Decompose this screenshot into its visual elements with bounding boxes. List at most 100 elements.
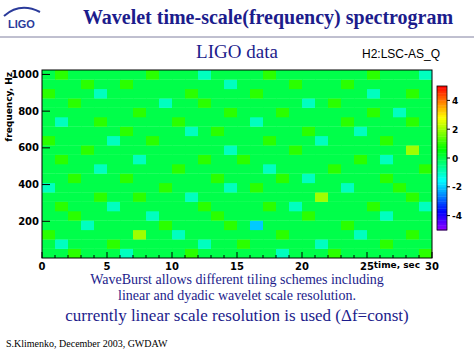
colorbar-step xyxy=(437,213,447,216)
cell xyxy=(107,117,120,127)
colorbar-step xyxy=(437,120,447,123)
cell xyxy=(185,211,198,221)
cell xyxy=(315,79,328,89)
cell xyxy=(302,89,315,99)
cell xyxy=(81,117,94,127)
cell xyxy=(237,202,250,212)
cell xyxy=(419,145,432,155)
cell xyxy=(68,89,81,99)
cell xyxy=(211,230,224,240)
cell xyxy=(419,98,432,108)
cell xyxy=(146,192,159,202)
cell xyxy=(159,79,172,89)
cell xyxy=(354,79,367,89)
plot-frame xyxy=(42,70,432,258)
colorbar-step xyxy=(437,184,447,187)
cell xyxy=(146,89,159,99)
cell xyxy=(419,79,432,89)
cell xyxy=(42,192,55,202)
cell xyxy=(302,239,315,249)
colorbar-step xyxy=(437,139,447,142)
logo-swoosh xyxy=(4,8,40,16)
cell xyxy=(224,79,237,89)
cell xyxy=(133,70,146,80)
cell xyxy=(198,173,211,183)
cell xyxy=(172,117,185,127)
chart-subtitle: H2:LSC-AS_Q xyxy=(362,47,440,61)
cell xyxy=(367,98,380,108)
cell xyxy=(276,239,289,249)
cell xyxy=(172,126,185,136)
cell xyxy=(276,173,289,183)
slide-title: Wavelet time-scale(frequency) spectrogra… xyxy=(83,6,454,29)
cell xyxy=(224,183,237,193)
cell xyxy=(263,183,276,193)
cell xyxy=(42,164,55,174)
cell xyxy=(393,79,406,89)
cell xyxy=(315,211,328,221)
cell xyxy=(302,117,315,127)
x-minor-tick xyxy=(224,255,225,258)
cell xyxy=(250,136,263,146)
cell xyxy=(185,89,198,99)
cell xyxy=(289,136,302,146)
cell xyxy=(198,145,211,155)
cell xyxy=(302,145,315,155)
cell xyxy=(380,220,393,230)
cell xyxy=(289,117,302,127)
cell xyxy=(302,164,315,174)
cell xyxy=(172,89,185,99)
cell xyxy=(211,173,224,183)
cell xyxy=(172,230,185,240)
colorbar-step xyxy=(437,163,447,166)
cell xyxy=(328,173,341,183)
cell xyxy=(133,173,146,183)
cell xyxy=(380,89,393,99)
cell xyxy=(276,164,289,174)
cell xyxy=(107,183,120,193)
cell xyxy=(419,164,432,174)
cell xyxy=(133,126,146,136)
cell xyxy=(146,108,159,118)
cell xyxy=(42,98,55,108)
cell xyxy=(81,70,94,80)
cell xyxy=(367,145,380,155)
cell xyxy=(55,145,68,155)
colorbar-step xyxy=(437,199,447,202)
colorbar-step xyxy=(437,208,447,211)
cell xyxy=(341,220,354,230)
cell xyxy=(341,173,354,183)
cell xyxy=(120,230,133,240)
cell xyxy=(81,211,94,221)
cell xyxy=(133,155,146,165)
colorbar-tick-label: -4 xyxy=(452,211,462,221)
cell xyxy=(419,239,432,249)
cell xyxy=(55,183,68,193)
colorbar-step xyxy=(437,175,447,178)
cell xyxy=(224,220,237,230)
colorbar-step xyxy=(437,187,447,190)
cell xyxy=(172,79,185,89)
cell xyxy=(315,183,328,193)
cell xyxy=(341,239,354,249)
colorbar-step xyxy=(437,151,447,154)
cell xyxy=(250,183,263,193)
colorbar-step xyxy=(437,211,447,214)
cell xyxy=(185,155,198,165)
cell xyxy=(341,145,354,155)
cell xyxy=(237,164,250,174)
cell xyxy=(354,164,367,174)
cell xyxy=(263,126,276,136)
colorbar-step xyxy=(437,189,447,192)
cell xyxy=(94,230,107,240)
cell xyxy=(42,155,55,165)
cell xyxy=(393,249,406,258)
cell xyxy=(354,173,367,183)
cell xyxy=(328,98,341,108)
cell xyxy=(263,108,276,118)
cell xyxy=(237,239,250,249)
cell xyxy=(120,211,133,221)
cell xyxy=(159,136,172,146)
cell xyxy=(380,117,393,127)
cell xyxy=(250,249,263,258)
